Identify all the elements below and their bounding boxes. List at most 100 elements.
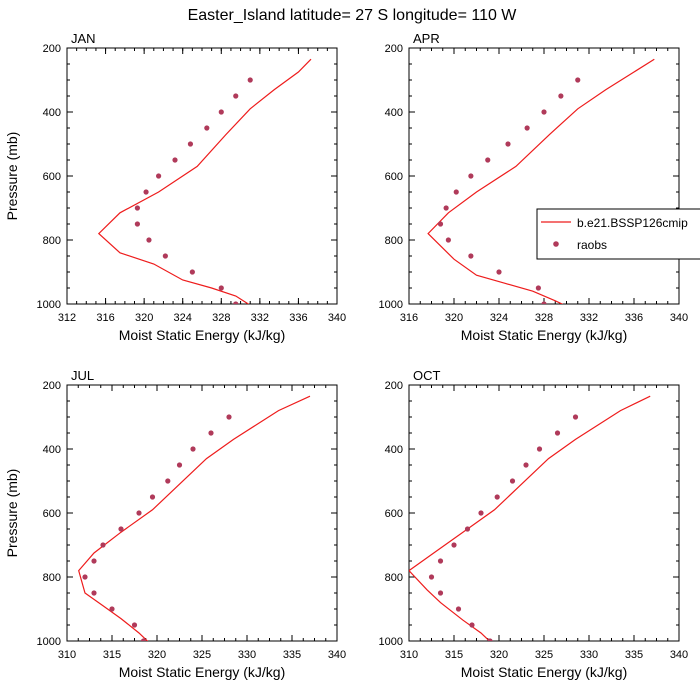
data-point-raobs bbox=[82, 574, 88, 580]
data-point-raobs bbox=[487, 638, 493, 641]
legend-box bbox=[536, 208, 700, 260]
x-tick-label: 310 bbox=[400, 649, 418, 661]
data-point-raobs bbox=[100, 542, 106, 548]
x-tick-label: 336 bbox=[625, 312, 643, 324]
data-point-raobs bbox=[464, 526, 471, 532]
x-tick-label: 320 bbox=[490, 649, 508, 661]
y-tick-label: 800 bbox=[43, 235, 61, 247]
y-tick-label: 800 bbox=[385, 572, 403, 584]
y-tick-label: 1000 bbox=[379, 636, 403, 648]
plot-frame bbox=[408, 47, 680, 305]
y-tick-label: 400 bbox=[385, 107, 403, 119]
y-tick-label: 200 bbox=[43, 380, 61, 392]
figure-title: Easter_Island latitude= 27 S longitude= … bbox=[188, 7, 518, 24]
data-point-raobs bbox=[136, 510, 142, 516]
data-point-raobs bbox=[523, 462, 529, 468]
legend-label-model: b.e21.BSSP126cmip bbox=[577, 216, 688, 230]
data-point-raobs bbox=[468, 253, 474, 259]
data-point-raobs bbox=[451, 542, 457, 548]
panel-oct: OCT 310 315 320 325 330 335 340 200 400 600 800 1000… bbox=[379, 368, 689, 680]
x-tick-label: 324 bbox=[490, 312, 508, 324]
x-tick-label: 316 bbox=[400, 312, 418, 324]
y-axis-label: Pressure (mb) bbox=[4, 469, 20, 558]
data-point-raobs bbox=[496, 269, 502, 275]
x-axis-label: Moist Static Energy (kJ/kg) bbox=[119, 327, 286, 343]
data-point-raobs bbox=[146, 237, 152, 243]
data-point-raobs bbox=[445, 237, 451, 243]
data-point-raobs bbox=[140, 638, 147, 641]
data-point-raobs bbox=[509, 478, 516, 484]
x-tick-label: 310 bbox=[58, 649, 76, 661]
x-tick-label: 330 bbox=[580, 649, 598, 661]
data-point-raobs bbox=[494, 494, 500, 500]
x-tick-label: 340 bbox=[328, 649, 346, 661]
data-point-raobs bbox=[218, 109, 224, 115]
x-tick-label: 340 bbox=[670, 649, 688, 661]
x-tick-label: 315 bbox=[103, 649, 121, 661]
data-point-raobs bbox=[172, 157, 178, 163]
data-point-raobs bbox=[443, 205, 449, 211]
data-point-raobs bbox=[156, 173, 162, 179]
x-tick-label: 328 bbox=[212, 312, 230, 324]
data-point-raobs bbox=[190, 446, 196, 452]
x-tick-label: 320 bbox=[148, 649, 166, 661]
data-point-raobs bbox=[478, 510, 484, 516]
data-point-raobs bbox=[91, 590, 97, 596]
plot-data bbox=[409, 395, 651, 641]
y-tick-label: 600 bbox=[43, 171, 61, 183]
data-point-raobs bbox=[453, 189, 459, 195]
y-tick-label: 400 bbox=[43, 444, 61, 456]
data-point-raobs bbox=[554, 430, 561, 436]
x-tick-label: 328 bbox=[535, 312, 553, 324]
x-axis-label: Moist Static Energy (kJ/kg) bbox=[461, 327, 628, 343]
data-point-raobs bbox=[204, 125, 210, 131]
y-tick-label: 1000 bbox=[379, 299, 403, 311]
y-tick-label: 600 bbox=[43, 508, 61, 520]
x-tick-label: 332 bbox=[580, 312, 598, 324]
panel-label: JUL bbox=[71, 368, 94, 383]
data-point-raobs bbox=[437, 558, 444, 564]
x-tick-label: 340 bbox=[328, 312, 346, 324]
data-point-raobs bbox=[468, 173, 474, 179]
panel-label: OCT bbox=[413, 368, 441, 383]
legend-marker-swatch bbox=[553, 241, 559, 247]
data-point-raobs bbox=[541, 109, 547, 115]
legend: b.e21.BSSP126cmip raobs bbox=[536, 208, 700, 260]
x-tick-label: 316 bbox=[96, 312, 114, 324]
data-point-raobs bbox=[536, 446, 543, 452]
data-point-raobs bbox=[118, 526, 124, 532]
data-point-raobs bbox=[558, 93, 564, 99]
data-point-raobs bbox=[505, 141, 511, 147]
data-point-raobs bbox=[437, 590, 444, 596]
series-line-model bbox=[427, 58, 655, 304]
x-tick-label: 324 bbox=[174, 312, 192, 324]
y-tick-label: 1000 bbox=[37, 636, 61, 648]
series-line-model bbox=[97, 58, 312, 304]
data-point-raobs bbox=[233, 301, 239, 304]
y-tick-label: 800 bbox=[43, 572, 61, 584]
panel-apr: APR 316 320 324 328 332 336 340 200 400 600 800 1000… bbox=[379, 31, 689, 343]
data-point-raobs bbox=[485, 157, 491, 163]
data-point-raobs bbox=[91, 558, 97, 564]
y-tick-label: 200 bbox=[385, 43, 403, 55]
data-point-raobs bbox=[455, 606, 462, 612]
y-tick-label: 600 bbox=[385, 508, 403, 520]
data-point-raobs bbox=[149, 494, 156, 500]
data-point-raobs bbox=[437, 221, 444, 227]
x-axis-label: Moist Static Energy (kJ/kg) bbox=[461, 664, 628, 680]
y-tick-label: 200 bbox=[385, 380, 403, 392]
y-tick-label: 400 bbox=[385, 444, 403, 456]
data-point-raobs bbox=[233, 93, 239, 99]
panel-label: APR bbox=[413, 31, 440, 46]
plot-frame bbox=[408, 384, 680, 642]
x-tick-label: 332 bbox=[251, 312, 269, 324]
y-axis-label: Pressure (mb) bbox=[4, 132, 20, 221]
x-tick-label: 336 bbox=[289, 312, 307, 324]
plot-frame bbox=[66, 384, 338, 642]
data-point-raobs bbox=[469, 622, 475, 628]
y-tick-label: 600 bbox=[385, 171, 403, 183]
y-tick-label: 200 bbox=[43, 43, 61, 55]
x-tick-label: 325 bbox=[535, 649, 553, 661]
y-tick-label: 400 bbox=[43, 107, 61, 119]
